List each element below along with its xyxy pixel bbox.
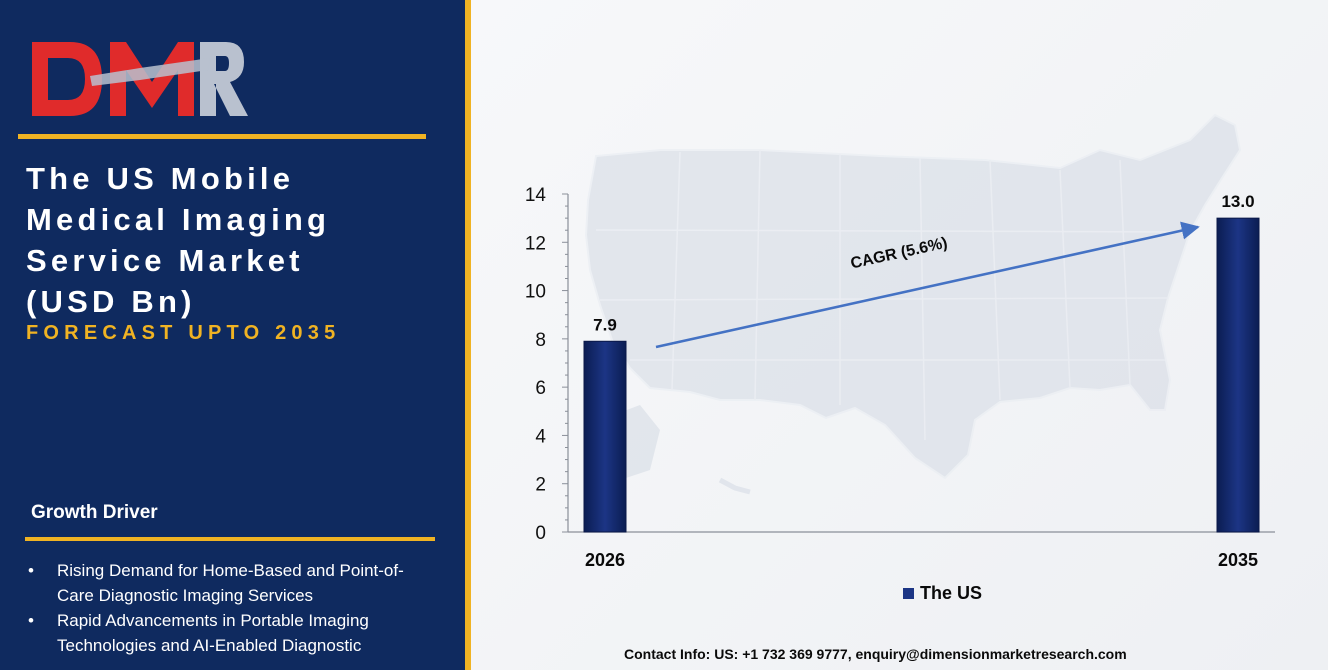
y-tick-label: 2 (535, 475, 546, 496)
forecast-subtitle: FORECAST UPTO 2035 (26, 322, 341, 344)
y-tick-label: 12 (525, 233, 546, 254)
page-title: The US Mobile Medical Imaging Service Ma… (26, 158, 446, 322)
y-tick-label: 0 (535, 523, 546, 544)
growth-driver-text: Rapid Advancements in Portable Imaging T… (57, 611, 369, 655)
data-labels: 7.9 2026 13.0 2035 (585, 192, 1258, 570)
title-line: Medical Imaging (26, 202, 331, 237)
dmr-logo (30, 38, 250, 124)
bars (583, 217, 1260, 533)
gold-divider (465, 0, 471, 670)
data-label: 13.0 (1221, 192, 1254, 211)
growth-driver-heading: Growth Driver (31, 502, 158, 523)
bar-2026 (583, 340, 627, 533)
y-tick-label: 6 (535, 378, 546, 399)
cagr-arrow (655, 221, 1200, 349)
growth-driver-text: Rising Demand for Home-Based and Point-o… (57, 561, 404, 605)
contact-info: Contact Info: US: +1 732 369 9777, enqui… (624, 646, 1127, 662)
data-label: 7.9 (593, 315, 617, 334)
legend-swatch (903, 588, 914, 599)
sidebar-panel: The US Mobile Medical Imaging Service Ma… (0, 0, 465, 670)
list-item: • Rapid Advancements in Portable Imaging… (28, 608, 438, 658)
dmr-logo-mark (32, 42, 248, 116)
x-tick-label: 2035 (1218, 550, 1258, 570)
y-tick-label: 14 (525, 185, 547, 206)
bullet-icon: • (28, 611, 34, 630)
growth-driver-list: • Rising Demand for Home-Based and Point… (28, 558, 438, 658)
gold-rule-mid (25, 537, 435, 541)
chart-legend: The US (903, 583, 982, 603)
y-tick-label: 10 (525, 282, 546, 303)
title-line: Service Market (26, 243, 304, 278)
gold-rule-top (18, 134, 426, 139)
title-line: The US Mobile (26, 161, 295, 196)
bar-2035 (1216, 217, 1260, 533)
y-tick-label: 8 (535, 330, 546, 351)
list-item: • Rising Demand for Home-Based and Point… (28, 558, 438, 608)
y-axis: 0 2 4 6 8 10 12 14 (525, 185, 1275, 544)
y-tick-label: 4 (535, 426, 546, 447)
legend-label: The US (920, 583, 982, 603)
title-line: (USD Bn) (26, 284, 196, 319)
us-map-background (584, 113, 1242, 495)
bullet-icon: • (28, 561, 34, 580)
x-tick-label: 2026 (585, 550, 625, 570)
